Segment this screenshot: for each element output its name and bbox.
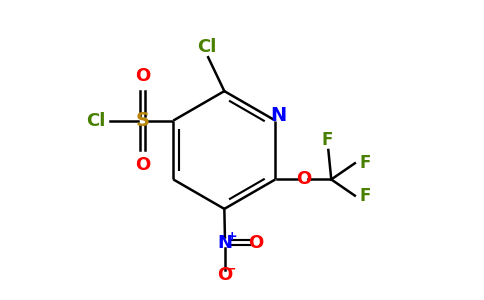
Text: N: N [271, 106, 287, 125]
Text: S: S [136, 111, 150, 130]
Text: O: O [248, 234, 263, 252]
Text: F: F [359, 154, 371, 172]
Text: F: F [321, 130, 333, 148]
Text: O: O [135, 156, 150, 174]
Text: Cl: Cl [86, 112, 106, 130]
Text: +: + [227, 230, 238, 243]
Text: O: O [217, 266, 232, 284]
Text: O: O [135, 67, 150, 85]
Text: Cl: Cl [197, 38, 216, 56]
Text: −: − [226, 262, 237, 275]
Text: N: N [217, 234, 232, 252]
Text: O: O [296, 170, 311, 188]
Text: F: F [359, 187, 371, 205]
